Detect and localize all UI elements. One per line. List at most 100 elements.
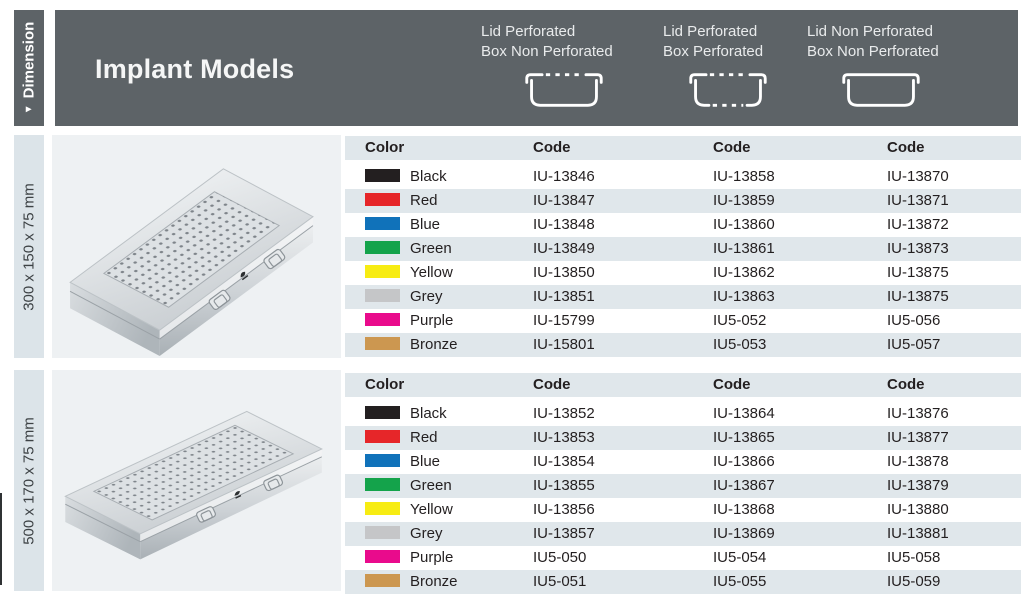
color-name: Yellow: [410, 264, 453, 281]
column-header-label: Lid Non Perforated Box Non Perforated: [807, 22, 955, 62]
code-column-header: Code: [887, 139, 925, 156]
color-code-row: Yellow IU-13850 IU-13862 IU-13875: [345, 261, 1021, 285]
code-cell: IU-13849: [533, 240, 595, 257]
color-cell: Black: [365, 165, 447, 189]
color-cell: Red: [365, 426, 438, 450]
box-solid-icon: [842, 73, 920, 107]
color-code-row: Black IU-13852 IU-13864 IU-13876: [345, 402, 1021, 426]
color-name: Bronze: [410, 573, 458, 590]
color-swatch: [365, 169, 400, 182]
column-header-lid-perforated-box-non-perforated: Lid Perforated Box Non Perforated: [481, 22, 646, 111]
color-cell: Blue: [365, 213, 440, 237]
color-cell: Bronze: [365, 333, 458, 357]
box-lid-perforated-body-perforated-icon: [689, 73, 767, 107]
color-code-row: Purple IU5-050 IU5-054 IU5-058: [345, 546, 1021, 570]
color-swatch: [365, 241, 400, 254]
code-column-header: Code: [533, 376, 571, 393]
dimension-label: 300 x 150 x 75 mm: [20, 182, 38, 311]
color-cell: Grey: [365, 285, 443, 309]
latch-clasp: [263, 474, 284, 492]
dimension-label-strip: 300 x 150 x 75 mm: [14, 135, 44, 358]
color-name: Red: [410, 192, 438, 209]
triangle-down-icon: ▼: [23, 104, 34, 115]
color-code-row: Red IU-13847 IU-13859 IU-13871: [345, 189, 1021, 213]
code-cell: IU-13846: [533, 168, 595, 185]
code-cell: IU-13856: [533, 501, 595, 518]
color-cell: Purple: [365, 309, 453, 333]
dimension-label-strip: 500 x 170 x 75 mm: [14, 370, 44, 591]
product-image-panel: [52, 135, 341, 358]
color-cell: Yellow: [365, 261, 453, 285]
color-cell: Red: [365, 189, 438, 213]
color-swatch: [365, 478, 400, 491]
column-label-line1: Lid Non Perforated: [807, 23, 933, 40]
code-cell: IU-13867: [713, 477, 775, 494]
color-name: Bronze: [410, 336, 458, 353]
code-cell: IU-13878: [887, 453, 949, 470]
table-body: Black IU-13852 IU-13864 IU-13876 Red IU-13853…: [345, 402, 1021, 594]
color-swatch: [365, 502, 400, 515]
code-cell: IU-13880: [887, 501, 949, 518]
code-column-header: Code: [887, 376, 925, 393]
column-header-lid-perforated-box-perforated: Lid Perforated Box Perforated: [663, 22, 793, 111]
code-cell: IU-13854: [533, 453, 595, 470]
code-cell: IU-13868: [713, 501, 775, 518]
code-cell: IU-13869: [713, 525, 775, 542]
code-cell: IU-13857: [533, 525, 595, 542]
color-code-row: Bronze IU-15801 IU5-053 IU5-057: [345, 333, 1021, 357]
color-column-header: Color: [365, 376, 405, 393]
code-cell: IU-13847: [533, 192, 595, 209]
color-cell: Blue: [365, 450, 440, 474]
code-cell: IU5-058: [887, 549, 941, 566]
code-cell: IU-13866: [713, 453, 775, 470]
code-column-header: Code: [713, 376, 751, 393]
color-name: Purple: [410, 312, 454, 329]
color-swatch: [365, 526, 400, 539]
code-column-header: Code: [713, 139, 751, 156]
code-cell: IU-13875: [887, 264, 949, 281]
color-code-table: Color Code Code Code Black IU-13846 IU-138…: [345, 136, 1021, 357]
code-cell: IU5-050: [533, 549, 587, 566]
color-swatch: [365, 574, 400, 587]
color-swatch: [365, 265, 400, 278]
code-cell: IU-13853: [533, 429, 595, 446]
color-cell: Green: [365, 474, 452, 498]
implant-box-image-500x170x75: [64, 410, 323, 560]
code-cell: IU5-055: [713, 573, 767, 590]
code-column-header: Code: [533, 139, 571, 156]
code-cell: IU-13873: [887, 240, 949, 257]
color-name: Red: [410, 429, 438, 446]
color-name: Grey: [410, 525, 443, 542]
color-code-row: Black IU-13846 IU-13858 IU-13870: [345, 165, 1021, 189]
column-header-label: Lid Perforated Box Non Perforated: [481, 22, 646, 62]
dimension-side-tab[interactable]: ▼ Dimension: [14, 10, 44, 126]
color-code-row: Grey IU-13851 IU-13863 IU-13875: [345, 285, 1021, 309]
code-cell: IU-13881: [887, 525, 949, 542]
color-code-row: Red IU-13853 IU-13865 IU-13877: [345, 426, 1021, 450]
color-swatch: [365, 454, 400, 467]
code-cell: IU5-059: [887, 573, 941, 590]
table-body: Black IU-13846 IU-13858 IU-13870 Red IU-13847…: [345, 165, 1021, 357]
code-cell: IU5-053: [713, 336, 767, 353]
code-cell: IU-13859: [713, 192, 775, 209]
latch-clasp: [208, 289, 231, 310]
product-section-300x150x75: 300 x 150 x 75 mm: [0, 135, 1024, 358]
column-label-line2: Box Non Perforated: [807, 43, 939, 60]
code-cell: IU-13871: [887, 192, 949, 209]
color-code-row: Bronze IU5-051 IU5-055 IU5-059: [345, 570, 1021, 594]
code-cell: IU-13875: [887, 288, 949, 305]
page-title: Implant Models: [95, 54, 295, 84]
product-section-500x170x75: 500 x 170 x 75 mm: [0, 370, 1024, 594]
color-swatch: [365, 406, 400, 419]
color-code-row: Green IU-13855 IU-13867 IU-13879: [345, 474, 1021, 498]
color-swatch: [365, 289, 400, 302]
color-name: Black: [410, 405, 447, 422]
code-cell: IU-13876: [887, 405, 949, 422]
column-label-line1: Lid Perforated: [663, 23, 758, 40]
color-code-row: Blue IU-13854 IU-13866 IU-13878: [345, 450, 1021, 474]
color-name: Yellow: [410, 501, 453, 518]
color-code-row: Grey IU-13857 IU-13869 IU-13881: [345, 522, 1021, 546]
code-cell: IU-13877: [887, 429, 949, 446]
code-cell: IU-13870: [887, 168, 949, 185]
